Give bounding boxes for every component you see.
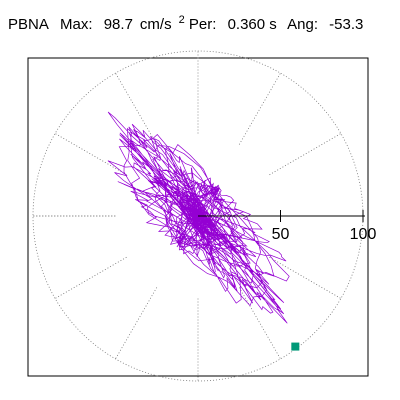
motion-trace: [107, 111, 290, 324]
max-value: 98.7: [103, 16, 133, 33]
grid-spoke: [54, 133, 127, 176]
period-label: Per:: [188, 16, 217, 33]
angle-value: -53.3: [329, 16, 364, 33]
radial-axis: 50 100: [198, 210, 376, 243]
grid-spoke: [54, 256, 127, 299]
grid-spoke: [269, 133, 342, 176]
max-unit-exponent: 2: [178, 14, 185, 26]
max-label: Max:: [60, 16, 93, 33]
period-value: 0.360 s: [227, 16, 277, 33]
max-marker-layer: [291, 342, 300, 351]
grid-spoke: [269, 256, 342, 299]
station-name: PBNA: [8, 16, 49, 33]
radial-tick-label: 50: [272, 226, 290, 243]
max-unit: cm/s: [139, 16, 172, 33]
radial-tick-label: 100: [350, 226, 377, 243]
motion-trace-line: [107, 111, 290, 324]
max-marker: [291, 342, 300, 351]
grid-spoke: [115, 287, 158, 360]
grid-spoke: [238, 72, 281, 145]
angle-label: Ang:: [287, 16, 318, 33]
chart-title: PBNA Max: 98.7 cm/s 2 Per: 0.360 s Ang: -5…: [8, 14, 370, 33]
